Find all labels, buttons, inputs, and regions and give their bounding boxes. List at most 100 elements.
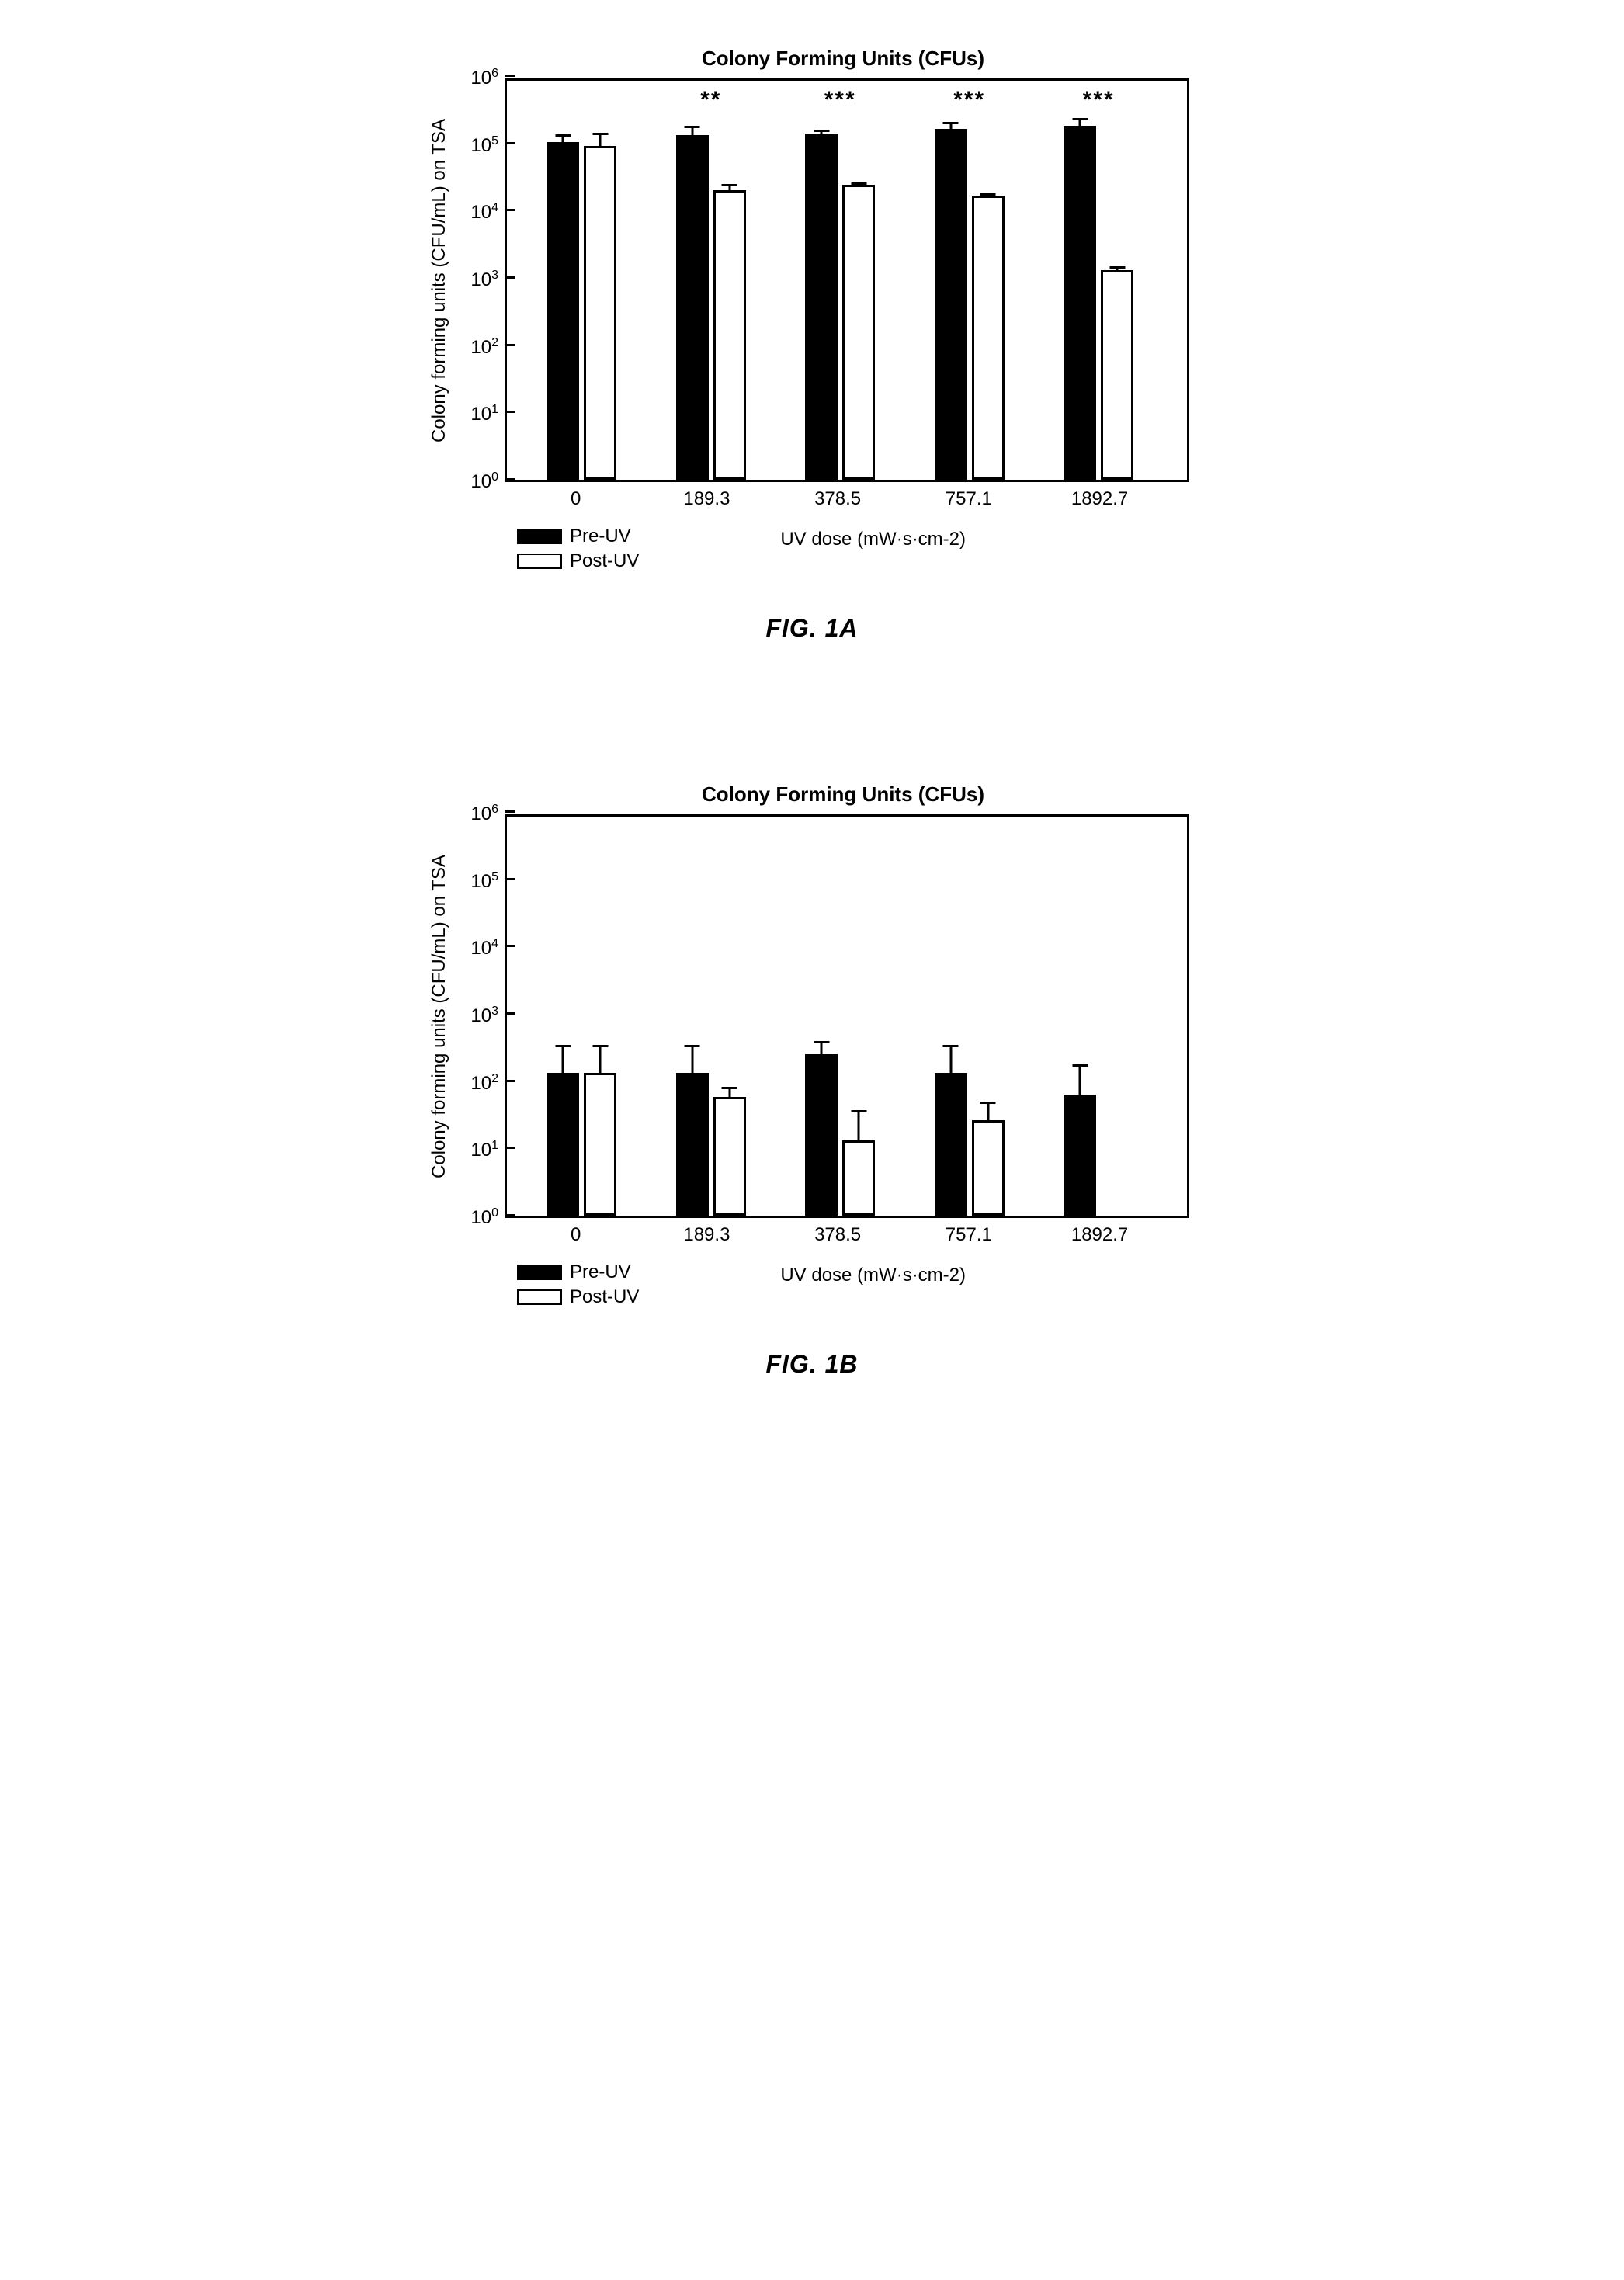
bar — [676, 135, 709, 480]
error-bar — [821, 1041, 823, 1054]
y-tick-label: 105 — [470, 871, 498, 893]
bar-pre-uv — [935, 1073, 967, 1216]
x-tick-label: 378.5 — [814, 1224, 861, 1246]
bar — [935, 1073, 967, 1216]
y-tick-label: 100 — [470, 1207, 498, 1229]
error-bar — [949, 122, 952, 129]
fig1b-figure: Colony Forming Units (CFUs)Colony formin… — [424, 783, 1200, 1379]
error-bar — [599, 1045, 602, 1073]
bar-group — [1064, 1095, 1133, 1216]
figure-caption: FIG. 1B — [424, 1350, 1200, 1379]
y-tick-mark — [505, 276, 515, 279]
bar — [584, 146, 616, 480]
bar — [805, 1054, 838, 1216]
bar-post-uv — [842, 185, 875, 480]
x-axis: 0 189.3 378.5 757.1 1892.7 — [500, 1218, 1189, 1257]
y-tick-mark — [505, 810, 515, 813]
error-bar — [728, 1087, 730, 1097]
legend-row: Pre-UVPost-UVUV dose (mW·s·cm-2) — [424, 526, 1200, 575]
plot-area — [505, 814, 1189, 1218]
y-axis-label: Colony forming units (CFU/mL) on TSA — [424, 78, 450, 482]
bar-post-uv — [584, 1073, 616, 1216]
x-axis-label: UV dose (mW·s·cm-2) — [546, 1265, 1200, 1286]
y-tick-mark — [505, 209, 515, 211]
x-tick-label: 1892.7 — [1071, 1224, 1128, 1246]
error-bar — [858, 182, 860, 185]
bar-group — [547, 142, 616, 480]
bar-pre-uv — [805, 1054, 838, 1216]
y-axis-label: Colony forming units (CFU/mL) on TSA — [424, 814, 450, 1218]
bar — [547, 1073, 579, 1216]
y-tick-label: 104 — [470, 938, 498, 960]
x-tick-label: 378.5 — [814, 488, 861, 510]
legend-label: Post-UV — [570, 1286, 639, 1308]
legend-item: Post-UV — [517, 1286, 639, 1308]
bar — [842, 1140, 875, 1216]
error-bar — [691, 1045, 693, 1073]
y-tick-label: 100 — [470, 471, 498, 493]
error-bar — [562, 134, 564, 142]
bar-pre-uv — [676, 1073, 709, 1216]
bar — [1101, 270, 1133, 480]
bar-post-uv — [842, 1140, 875, 1216]
bar-group — [805, 1054, 875, 1216]
x-tick-label: 0 — [571, 488, 581, 510]
figure-caption: FIG. 1A — [424, 614, 1200, 643]
bar — [972, 196, 1005, 480]
bar — [547, 142, 579, 480]
bar-pre-uv — [805, 134, 838, 480]
y-tick-label: 101 — [470, 1140, 498, 1161]
bar — [1064, 1095, 1096, 1216]
x-tick-label: 189.3 — [683, 1224, 730, 1246]
bar — [676, 1073, 709, 1216]
y-axis: 100101102103104105106 — [450, 78, 505, 482]
error-bar — [691, 126, 693, 135]
y-tick-label: 103 — [470, 1005, 498, 1027]
significance-marker: *** — [824, 87, 856, 113]
bar — [713, 190, 746, 480]
y-tick-label: 106 — [470, 68, 498, 89]
chart-body: Colony forming units (CFU/mL) on TSA1001… — [424, 814, 1200, 1218]
bar-group — [805, 134, 875, 480]
bar-pre-uv — [547, 142, 579, 480]
error-bar — [599, 133, 602, 146]
y-tick-label: 103 — [470, 269, 498, 291]
bar-post-uv — [713, 1097, 746, 1216]
error-bar — [987, 1102, 989, 1120]
x-tick-label: 757.1 — [946, 488, 992, 510]
y-tick-mark — [505, 1214, 515, 1216]
y-tick-label: 104 — [470, 202, 498, 224]
y-tick-mark — [505, 142, 515, 144]
y-axis: 100101102103104105106 — [450, 814, 505, 1218]
bar — [805, 134, 838, 480]
x-tick-label: 0 — [571, 1224, 581, 1246]
bar-pre-uv — [1064, 1095, 1096, 1216]
error-bar — [562, 1045, 564, 1073]
bar-post-uv — [972, 196, 1005, 480]
y-tick-label: 101 — [470, 404, 498, 425]
bar-group — [547, 1073, 616, 1216]
y-tick-mark — [505, 1012, 515, 1015]
bar-post-uv — [713, 190, 746, 480]
x-tick-label: 189.3 — [683, 488, 730, 510]
bar — [1064, 126, 1096, 480]
x-tick-label: 757.1 — [946, 1224, 992, 1246]
bar-group — [1064, 126, 1133, 480]
x-axis: 0 189.3 378.5 757.1 1892.7 — [500, 482, 1189, 521]
chart-body: Colony forming units (CFU/mL) on TSA1001… — [424, 78, 1200, 482]
x-tick-label: 1892.7 — [1071, 488, 1128, 510]
bar-group — [935, 1073, 1005, 1216]
y-tick-mark — [505, 411, 515, 413]
error-bar — [1116, 266, 1119, 270]
y-tick-mark — [505, 478, 515, 481]
error-bar — [728, 184, 730, 191]
y-tick-mark — [505, 1147, 515, 1149]
bar-group — [676, 1073, 746, 1216]
bar-group — [935, 129, 1005, 480]
y-tick-mark — [505, 878, 515, 880]
error-bar — [821, 130, 823, 133]
legend-row: Pre-UVPost-UVUV dose (mW·s·cm-2) — [424, 1261, 1200, 1311]
error-bar — [949, 1045, 952, 1073]
significance-marker: *** — [953, 87, 985, 113]
legend-item: Post-UV — [517, 550, 639, 572]
